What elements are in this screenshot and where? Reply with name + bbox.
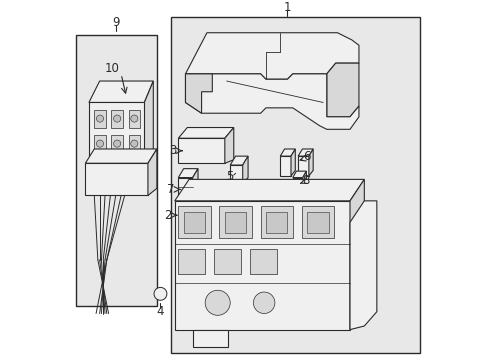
Text: 6: 6 bbox=[303, 150, 310, 163]
Circle shape bbox=[130, 140, 138, 147]
Text: 2: 2 bbox=[164, 209, 172, 222]
Polygon shape bbox=[185, 33, 358, 79]
Bar bbox=[280, 156, 290, 176]
Bar bbox=[111, 110, 122, 127]
Bar bbox=[178, 249, 205, 274]
Text: 7: 7 bbox=[167, 183, 175, 196]
Circle shape bbox=[96, 115, 103, 122]
Bar bbox=[265, 212, 287, 233]
Bar bbox=[178, 206, 210, 238]
Polygon shape bbox=[280, 149, 295, 156]
Polygon shape bbox=[192, 168, 198, 201]
Polygon shape bbox=[174, 179, 364, 201]
Bar bbox=[306, 212, 328, 233]
Bar bbox=[76, 35, 157, 306]
Polygon shape bbox=[349, 179, 364, 330]
Circle shape bbox=[154, 287, 166, 300]
Polygon shape bbox=[185, 74, 212, 113]
Bar bbox=[230, 165, 242, 183]
Bar bbox=[128, 110, 140, 127]
Polygon shape bbox=[185, 74, 358, 129]
Polygon shape bbox=[148, 149, 157, 195]
Polygon shape bbox=[290, 149, 295, 176]
Text: 9: 9 bbox=[112, 15, 119, 28]
Bar bbox=[292, 177, 302, 197]
Bar bbox=[128, 135, 140, 153]
Circle shape bbox=[113, 140, 121, 147]
Bar bbox=[214, 249, 241, 274]
Bar bbox=[260, 206, 292, 238]
Bar bbox=[219, 206, 251, 238]
Circle shape bbox=[113, 115, 121, 122]
Polygon shape bbox=[192, 330, 228, 347]
Bar bbox=[111, 135, 122, 153]
Circle shape bbox=[253, 292, 274, 314]
Polygon shape bbox=[144, 81, 153, 163]
Bar bbox=[183, 212, 205, 233]
Polygon shape bbox=[308, 149, 312, 176]
Text: 8: 8 bbox=[302, 174, 309, 187]
Polygon shape bbox=[85, 149, 157, 163]
Polygon shape bbox=[298, 149, 312, 156]
Polygon shape bbox=[178, 168, 198, 177]
Polygon shape bbox=[242, 156, 247, 183]
Bar bbox=[89, 103, 144, 163]
Polygon shape bbox=[302, 171, 306, 197]
Polygon shape bbox=[89, 81, 153, 103]
Bar bbox=[178, 138, 224, 163]
Polygon shape bbox=[178, 127, 233, 138]
Polygon shape bbox=[224, 127, 233, 163]
Bar bbox=[301, 206, 333, 238]
Bar bbox=[94, 110, 105, 127]
Bar bbox=[94, 135, 105, 153]
Text: 10: 10 bbox=[104, 62, 120, 75]
Text: 3: 3 bbox=[169, 144, 176, 157]
Circle shape bbox=[205, 290, 230, 315]
Bar bbox=[249, 249, 276, 274]
Text: 5: 5 bbox=[226, 170, 233, 183]
Bar bbox=[171, 17, 419, 353]
Polygon shape bbox=[292, 171, 306, 177]
Bar bbox=[85, 163, 148, 195]
Text: 4: 4 bbox=[156, 305, 164, 318]
Bar bbox=[174, 201, 349, 330]
Polygon shape bbox=[349, 201, 376, 330]
Polygon shape bbox=[326, 63, 358, 117]
Bar bbox=[224, 212, 246, 233]
Bar bbox=[298, 156, 308, 176]
Circle shape bbox=[130, 115, 138, 122]
Bar bbox=[178, 177, 192, 201]
Polygon shape bbox=[230, 156, 247, 165]
Text: 1: 1 bbox=[283, 1, 290, 14]
Circle shape bbox=[96, 140, 103, 147]
